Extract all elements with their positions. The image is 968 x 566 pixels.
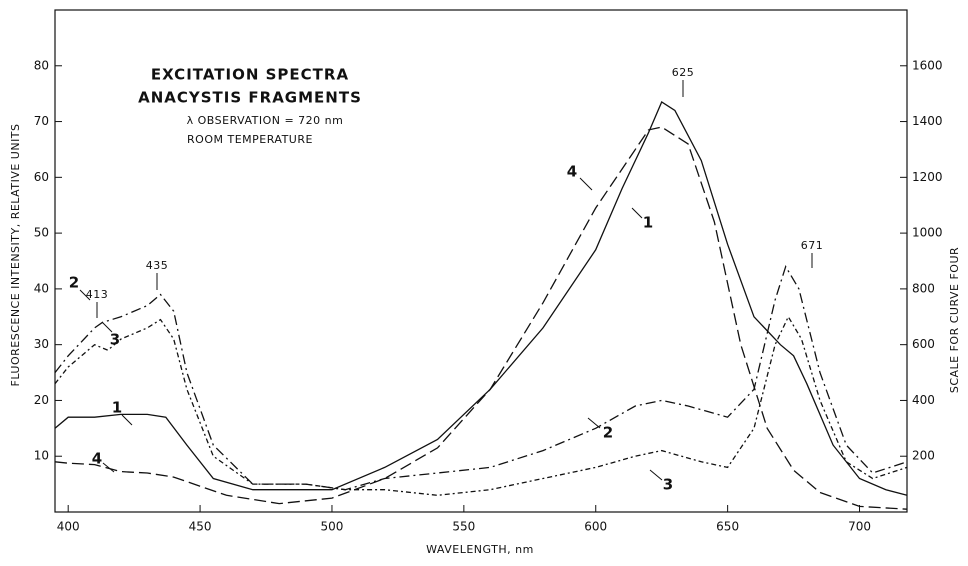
x-tick-label: 550 [452, 520, 475, 534]
x-tick-label: 600 [584, 520, 607, 534]
curve [54, 315, 908, 496]
note: λ OBSERVATION = 720 nm [187, 114, 344, 127]
annotation: 625 [672, 66, 695, 79]
curve-label: 1 [643, 214, 653, 232]
y-tick-label: 60 [34, 170, 49, 184]
note: ROOM TEMPERATURE [187, 133, 313, 146]
y2-axis-label: SCALE FOR CURVE FOUR [948, 247, 961, 393]
y2-tick-label: 800 [912, 281, 935, 295]
x-tick-label: 450 [189, 520, 212, 534]
y-tick-label: 10 [34, 449, 49, 463]
curve [54, 101, 908, 496]
annotation: 435 [146, 259, 169, 272]
x-tick-label: 700 [848, 520, 871, 534]
y-tick-label: 30 [34, 337, 49, 351]
x-tick-label: 650 [716, 520, 739, 534]
x-axis-label: WAVELENGTH, nm [426, 543, 534, 556]
curve-label: 4 [92, 450, 102, 468]
y-tick-label: 80 [34, 58, 49, 72]
curve [54, 126, 908, 510]
annotation: 671 [801, 239, 824, 252]
x-tick-label: 500 [321, 520, 344, 534]
chart-title: EXCITATION SPECTRA [151, 66, 349, 84]
y-tick-label: 50 [34, 226, 49, 240]
curve [54, 265, 908, 491]
annotation: 413 [86, 288, 109, 301]
pointer [79, 177, 663, 481]
chart-subtitle: ANACYSTIS FRAGMENTS [138, 89, 362, 107]
y-tick-label: 20 [34, 393, 49, 407]
plot-frame [54, 9, 908, 513]
curve-label: 2 [603, 424, 613, 442]
y2-tick-label: 1600 [912, 58, 943, 72]
y2-tick-label: 600 [912, 337, 935, 351]
y-tick-label: 70 [34, 114, 49, 128]
curve-label: 3 [663, 476, 673, 494]
y-axis-label: FLUORESCENCE INTENSITY, RELATIVE UNITS [9, 123, 22, 386]
y2-tick-label: 1400 [912, 114, 943, 128]
curve-label: 2 [69, 274, 79, 292]
y2-tick-label: 200 [912, 449, 935, 463]
curve-label: 3 [110, 331, 120, 349]
y2-tick-label: 1000 [912, 226, 943, 240]
y2-tick-label: 400 [912, 393, 935, 407]
curve-label: 4 [567, 163, 577, 181]
y2-tick-label: 1200 [912, 170, 943, 184]
curve-label: 1 [112, 399, 122, 417]
x-tick-label: 400 [57, 520, 80, 534]
pointer [96, 80, 813, 318]
y-tick-label: 40 [34, 281, 49, 295]
